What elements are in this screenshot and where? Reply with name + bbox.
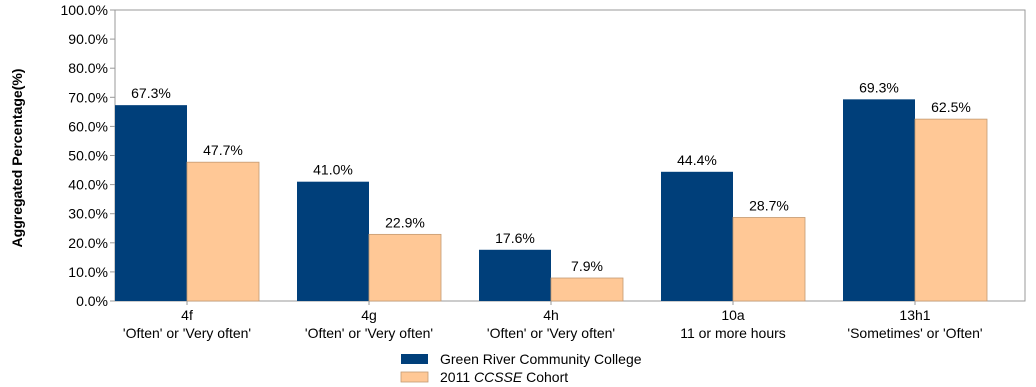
bar-series-1-cat-3 [732, 217, 806, 302]
x-tick-label-code: 4f [181, 307, 193, 323]
value-label: 17.6% [495, 230, 535, 246]
y-tick-label: 80.0% [68, 60, 108, 76]
legend-swatch-green-river [401, 354, 428, 364]
bar-series-0-cat-0 [115, 105, 187, 301]
bar-series-0-cat-3 [661, 171, 733, 301]
bar-series-0-cat-2 [479, 249, 551, 301]
x-tick-label-desc: 'Sometimes' or 'Often' [847, 325, 982, 341]
value-label: 41.0% [313, 162, 353, 178]
legend: Green River Community College 2011 CCSSE… [400, 351, 642, 385]
legend-label-ccsse-italic: CCSSE [474, 369, 523, 385]
value-label: 22.9% [385, 214, 425, 230]
x-tick-label-code: 4g [361, 307, 377, 323]
value-label: 44.4% [677, 152, 717, 168]
y-tick-label: 30.0% [68, 206, 108, 222]
value-label: 69.3% [859, 79, 899, 95]
bar-series-1-cat-1 [368, 233, 442, 302]
x-tick-label-desc: 'Often' or 'Very often' [123, 325, 251, 341]
y-tick-label: 70.0% [68, 89, 108, 105]
legend-swatch-ccsse-cohort [400, 371, 429, 383]
value-label: 67.3% [131, 85, 171, 101]
y-tick-label: 0.0% [76, 293, 108, 309]
y-tick-label: 100.0% [61, 2, 108, 18]
x-tick-label-code: 13h1 [899, 307, 930, 323]
bar-series-1-cat-0 [186, 161, 260, 302]
x-tick-label-code: 10a [721, 307, 745, 323]
bar-series-0-cat-4 [843, 99, 915, 301]
value-label: 62.5% [931, 99, 971, 115]
bar-series-1-cat-2 [550, 277, 624, 302]
x-tick-label-desc: 'Often' or 'Very often' [487, 325, 615, 341]
y-tick-label: 20.0% [68, 235, 108, 251]
legend-label-ccsse-cohort: 2011 CCSSE Cohort [440, 369, 568, 385]
y-axis-label: Aggregated Percentage(%) [9, 69, 25, 248]
x-tick-label-desc: 11 or more hours [680, 325, 786, 341]
bar-series-1-cat-4 [914, 118, 988, 302]
y-tick-label: 40.0% [68, 177, 108, 193]
legend-item-ccsse-cohort: 2011 CCSSE Cohort [400, 369, 568, 385]
value-label: 7.9% [571, 258, 603, 274]
bar-series-0-cat-1 [297, 181, 369, 301]
x-axis: 4f 'Often' or 'Very often' 4g 'Often' or 'V… [123, 301, 983, 341]
value-label: 28.7% [749, 197, 789, 213]
x-tick-label-code: 4h [543, 307, 559, 323]
y-tick-label: 10.0% [68, 264, 108, 280]
legend-item-green-river: Green River Community College [401, 351, 642, 367]
y-tick-label: 50.0% [68, 148, 108, 164]
legend-label-green-river: Green River Community College [440, 351, 642, 367]
x-tick-label-desc: 'Often' or 'Very often' [305, 325, 433, 341]
bars [115, 99, 988, 302]
y-tick-label: 60.0% [68, 118, 108, 134]
y-tick-label: 90.0% [68, 31, 108, 47]
legend-label-ccsse-suffix: Cohort [522, 369, 568, 385]
y-axis: 0.0% 10.0% 20.0% 30.0% 40.0% 50.0% 60.0% 70.0% 8… [61, 2, 115, 309]
value-label: 47.7% [203, 142, 243, 158]
legend-label-ccsse-prefix: 2011 [440, 369, 474, 385]
value-labels: 67.3% 41.0% 17.6% 44.4% 69.3% 47.7% 22.9% 7.9% 2… [131, 79, 971, 274]
